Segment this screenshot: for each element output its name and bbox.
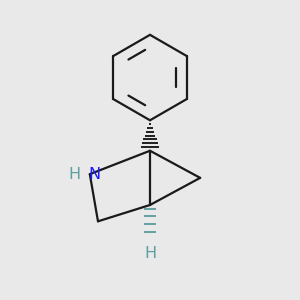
Text: H: H <box>68 167 80 182</box>
Text: H: H <box>144 246 156 261</box>
Text: N: N <box>88 167 100 182</box>
